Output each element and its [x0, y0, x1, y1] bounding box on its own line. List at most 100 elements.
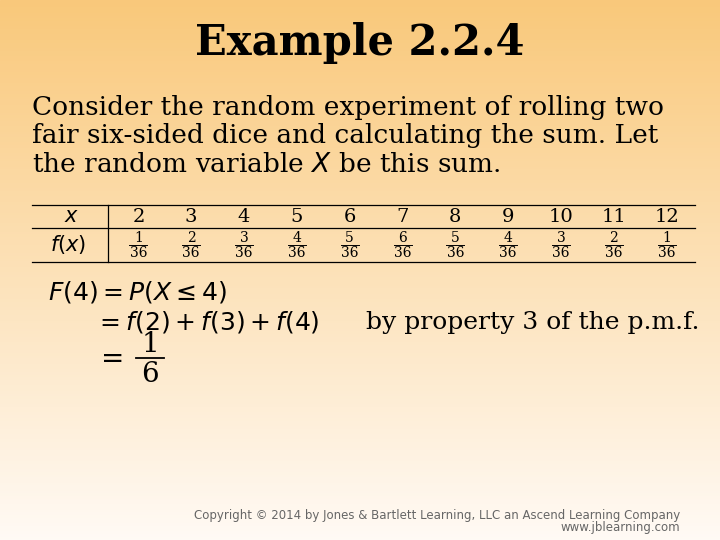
Bar — [0, 461, 720, 464]
Text: 1: 1 — [141, 330, 159, 357]
Bar — [0, 40, 720, 43]
Bar — [0, 97, 720, 100]
Bar — [0, 502, 720, 505]
Bar — [0, 229, 720, 232]
Bar — [0, 496, 720, 500]
Text: Example 2.2.4: Example 2.2.4 — [195, 22, 525, 64]
Text: 6: 6 — [141, 361, 159, 388]
Bar — [0, 313, 720, 316]
Bar — [0, 105, 720, 108]
Bar — [0, 188, 720, 192]
Text: 10: 10 — [549, 207, 573, 226]
Bar — [0, 226, 720, 230]
Text: 5: 5 — [451, 231, 459, 245]
Bar — [0, 394, 720, 397]
Bar — [0, 310, 720, 313]
Text: 11: 11 — [601, 207, 626, 226]
Text: 7: 7 — [396, 207, 409, 226]
Bar — [0, 118, 720, 122]
Bar — [0, 442, 720, 446]
Bar — [0, 43, 720, 46]
Bar — [0, 294, 720, 297]
Bar — [0, 531, 720, 535]
Bar — [0, 380, 720, 383]
Bar — [0, 210, 720, 213]
Bar — [0, 8, 720, 11]
Text: 36: 36 — [182, 246, 200, 260]
Bar — [0, 369, 720, 373]
Bar — [0, 512, 720, 516]
Bar — [0, 404, 720, 408]
Bar — [0, 361, 720, 365]
Bar — [0, 251, 720, 254]
Bar — [0, 29, 720, 32]
Bar — [0, 94, 720, 97]
Bar — [0, 434, 720, 437]
Bar — [0, 202, 720, 205]
Text: 36: 36 — [235, 246, 253, 260]
Bar — [0, 477, 720, 481]
Bar — [0, 321, 720, 324]
Bar — [0, 159, 720, 162]
Bar — [0, 161, 720, 165]
Bar — [0, 51, 720, 54]
Bar — [0, 372, 720, 375]
Bar — [0, 129, 720, 132]
Text: 2: 2 — [609, 231, 618, 245]
Bar — [0, 318, 720, 321]
Bar — [0, 340, 720, 343]
Bar — [0, 307, 720, 310]
Text: 5: 5 — [346, 231, 354, 245]
Bar — [0, 440, 720, 443]
Bar — [0, 207, 720, 211]
Bar — [0, 16, 720, 19]
Text: 6: 6 — [398, 231, 407, 245]
Text: 12: 12 — [654, 207, 679, 226]
Bar — [0, 224, 720, 227]
Bar — [0, 178, 720, 181]
Bar — [0, 121, 720, 124]
Text: 36: 36 — [288, 246, 305, 260]
Bar — [0, 421, 720, 424]
Bar — [0, 483, 720, 486]
Bar — [0, 523, 720, 526]
Text: 36: 36 — [605, 246, 623, 260]
Text: 36: 36 — [446, 246, 464, 260]
Bar — [0, 151, 720, 154]
Bar — [0, 410, 720, 413]
Bar — [0, 148, 720, 151]
Bar — [0, 377, 720, 381]
Text: $=$: $=$ — [95, 345, 123, 372]
Bar — [0, 367, 720, 370]
Text: 2: 2 — [187, 231, 196, 245]
Bar — [0, 267, 720, 270]
Bar — [0, 399, 720, 402]
Bar — [0, 172, 720, 176]
Text: 3: 3 — [557, 231, 565, 245]
Bar — [0, 21, 720, 24]
Bar — [0, 32, 720, 35]
Bar — [0, 5, 720, 8]
Bar — [0, 37, 720, 40]
Text: $x$: $x$ — [65, 207, 79, 226]
Text: 9: 9 — [502, 207, 514, 226]
Bar — [0, 504, 720, 508]
Text: 1: 1 — [662, 231, 671, 245]
Bar — [0, 348, 720, 351]
Bar — [0, 334, 720, 338]
Bar — [0, 80, 720, 84]
Bar — [0, 197, 720, 200]
Bar — [0, 326, 720, 329]
Bar — [0, 24, 720, 27]
Bar — [0, 359, 720, 362]
Text: $F(4) = P(X \leq 4)$: $F(4) = P(X \leq 4)$ — [48, 279, 227, 305]
Bar — [0, 137, 720, 140]
Bar — [0, 2, 720, 5]
Bar — [0, 386, 720, 389]
Bar — [0, 134, 720, 138]
Bar — [0, 534, 720, 537]
Bar — [0, 302, 720, 305]
Bar — [0, 450, 720, 454]
Bar — [0, 383, 720, 386]
Bar — [0, 259, 720, 262]
